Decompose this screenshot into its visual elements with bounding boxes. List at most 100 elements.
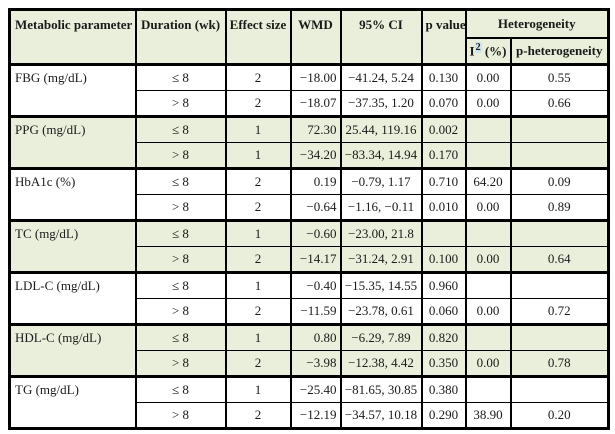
p-heterogeneity-cell: 0.64 <box>509 246 610 274</box>
p-value-cell: 0.130 <box>420 63 467 91</box>
wmd-cell: −14.17 <box>289 246 342 274</box>
col-header-p-value: p value <box>420 8 467 66</box>
ci-cell: −1.16, −0.11 <box>339 194 423 222</box>
p-value-cell: 0.060 <box>420 298 467 326</box>
ci-cell: −23.78, 0.61 <box>339 298 423 326</box>
p-value-cell: 0.170 <box>420 142 467 170</box>
wmd-cell: −18.07 <box>289 90 342 118</box>
table-row: > 8 2 −14.17 −31.24, 2.91 0.100 0.00 0.64 <box>10 246 610 274</box>
wmd-cell: −34.20 <box>289 142 342 170</box>
i2-cell: 0.00 <box>464 246 512 274</box>
ci-cell: −6.29, 7.89 <box>339 323 423 351</box>
wmd-cell: −25.40 <box>289 375 342 403</box>
p-heterogeneity-cell: 0.89 <box>509 194 610 222</box>
effect-size-cell: 2 <box>224 167 292 195</box>
i2-cell <box>464 115 512 143</box>
effect-size-cell: 1 <box>224 375 292 403</box>
effect-size-cell: 2 <box>224 90 292 118</box>
col-header-effect-size: Effect size <box>224 8 292 66</box>
wmd-cell: −12.19 <box>289 402 342 430</box>
wmd-cell: −11.59 <box>289 298 342 326</box>
effect-size-cell: 2 <box>224 246 292 274</box>
effect-size-cell: 1 <box>224 142 292 170</box>
wmd-cell: −18.00 <box>289 63 342 91</box>
wmd-cell: −0.40 <box>289 271 342 299</box>
col-header-duration: Duration (wk) <box>134 8 227 66</box>
effect-size-cell: 1 <box>224 219 292 247</box>
parameter-cell: LDL-C (mg/dL) <box>8 271 137 325</box>
p-heterogeneity-cell: 0.66 <box>509 90 610 118</box>
p-heterogeneity-cell <box>509 271 610 299</box>
p-value-cell <box>420 219 467 247</box>
col-header-95ci: 95% CI <box>339 8 423 66</box>
table-row: HDL-C (mg/dL) ≤ 8 1 0.80 −6.29, 7.89 0.820 <box>8 323 610 377</box>
effect-size-cell: 1 <box>224 115 292 143</box>
table-row: PPG (mg/dL) ≤ 8 1 72.30 25.44, 119.16 0.002 <box>8 115 610 169</box>
p-heterogeneity-cell <box>509 142 610 170</box>
p-value-cell: 0.820 <box>420 323 467 351</box>
duration-cell: ≤ 8 <box>134 271 227 299</box>
parameter-cell: TC (mg/dL) <box>8 219 137 273</box>
p-heterogeneity-cell: 0.72 <box>509 298 610 326</box>
wmd-cell: −0.64 <box>289 194 342 222</box>
i2-cell: 0.00 <box>464 194 512 222</box>
table-row: TG (mg/dL) ≤ 8 1 −25.40 −81.65, 30.85 0.380 <box>8 375 610 429</box>
p-value-cell: 0.100 <box>420 246 467 274</box>
metabolic-parameters-table: Metabolic parameter Duration (wk) Effect… <box>8 8 611 430</box>
p-heterogeneity-cell <box>509 375 610 403</box>
i2-cell: 0.00 <box>464 350 512 378</box>
p-heterogeneity-cell: 0.78 <box>509 350 610 378</box>
duration-cell: ≤ 8 <box>134 63 227 91</box>
table-row: > 8 2 −18.07 −37.35, 1.20 0.070 0.00 0.66 <box>10 90 610 118</box>
p-heterogeneity-cell <box>509 115 610 143</box>
p-heterogeneity-cell <box>509 323 610 351</box>
effect-size-cell: 2 <box>224 63 292 91</box>
ci-cell: −81.65, 30.85 <box>339 375 423 403</box>
effect-size-cell: 2 <box>224 402 292 430</box>
i2-cell <box>464 142 512 170</box>
col-header-metabolic-parameter: Metabolic parameter <box>8 8 137 66</box>
table-row: > 8 2 −12.19 −34.57, 10.18 0.290 38.90 0.20 <box>10 402 610 430</box>
i2-cell: 0.00 <box>464 63 512 91</box>
p-value-cell: 0.290 <box>420 402 467 430</box>
duration-cell: > 8 <box>134 246 227 274</box>
ci-cell: −15.35, 14.55 <box>339 271 423 299</box>
effect-size-cell: 1 <box>224 323 292 351</box>
i2-cell: 64.20 <box>464 167 512 195</box>
duration-cell: > 8 <box>134 90 227 118</box>
i2-cell: 38.90 <box>464 402 512 430</box>
i2-cell <box>464 219 512 247</box>
duration-cell: > 8 <box>134 402 227 430</box>
p-value-cell: 0.380 <box>420 375 467 403</box>
table-header: Metabolic parameter Duration (wk) Effect… <box>8 8 610 66</box>
ci-cell: −34.57, 10.18 <box>339 402 423 430</box>
table-row: > 8 1 −34.20 −83.34, 14.94 0.170 <box>10 142 610 170</box>
col-header-i2: I2 (%) <box>464 36 512 66</box>
table-row: LDL-C (mg/dL) ≤ 8 1 −0.40 −15.35, 14.55 0.960 <box>8 271 610 325</box>
effect-size-cell: 2 <box>224 298 292 326</box>
wmd-cell: 72.30 <box>289 115 342 143</box>
p-value-cell: 0.010 <box>420 194 467 222</box>
wmd-cell: −3.98 <box>289 350 342 378</box>
p-value-cell: 0.350 <box>420 350 467 378</box>
duration-cell: ≤ 8 <box>134 219 227 247</box>
duration-cell: ≤ 8 <box>134 167 227 195</box>
table-row: HbA1c (%) ≤ 8 2 0.19 −0.79, 1.17 0.710 64.20 0.… <box>8 167 610 221</box>
i2-cell <box>464 323 512 351</box>
table-row: > 8 2 −3.98 −12.38, 4.42 0.350 0.00 0.78 <box>10 350 610 378</box>
parameter-cell: TG (mg/dL) <box>8 375 137 429</box>
table-row: > 8 2 −11.59 −23.78, 0.61 0.060 0.00 0.72 <box>10 298 610 326</box>
ci-cell: −41.24, 5.24 <box>339 63 423 91</box>
p-heterogeneity-cell <box>509 219 610 247</box>
table-row: TC (mg/dL) ≤ 8 1 −0.60 −23.00, 21.8 <box>8 219 610 273</box>
wmd-cell: −0.60 <box>289 219 342 247</box>
duration-cell: > 8 <box>134 298 227 326</box>
i2-cell <box>464 375 512 403</box>
p-value-cell: 0.002 <box>420 115 467 143</box>
effect-size-cell: 2 <box>224 194 292 222</box>
i2-base-label: I <box>469 43 475 59</box>
duration-cell: ≤ 8 <box>134 323 227 351</box>
table-row: > 8 2 −0.64 −1.16, −0.11 0.010 0.00 0.89 <box>10 194 610 222</box>
ci-cell: −83.34, 14.94 <box>339 142 423 170</box>
p-heterogeneity-cell: 0.09 <box>509 167 610 195</box>
